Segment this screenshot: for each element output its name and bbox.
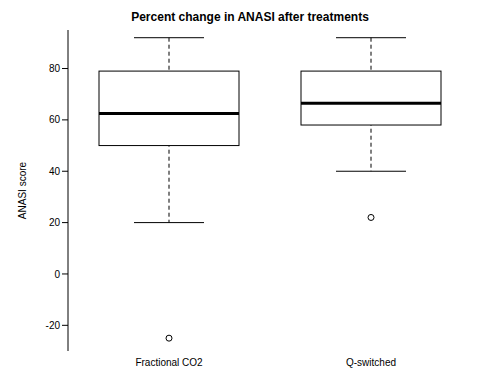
svg-text:20: 20 (49, 217, 61, 228)
svg-text:0: 0 (54, 269, 60, 280)
svg-text:60: 60 (49, 114, 61, 125)
svg-text:Q-switched: Q-switched (346, 357, 396, 368)
svg-text:40: 40 (49, 166, 61, 177)
svg-text:ANASI score: ANASI score (17, 161, 28, 219)
svg-text:80: 80 (49, 63, 61, 74)
html-text:Percent change in ANASI after: Percent change in ANASI after treatments (131, 10, 369, 24)
svg-text:-20: -20 (46, 320, 61, 331)
svg-text:Fractional CO2: Fractional CO2 (135, 357, 203, 368)
